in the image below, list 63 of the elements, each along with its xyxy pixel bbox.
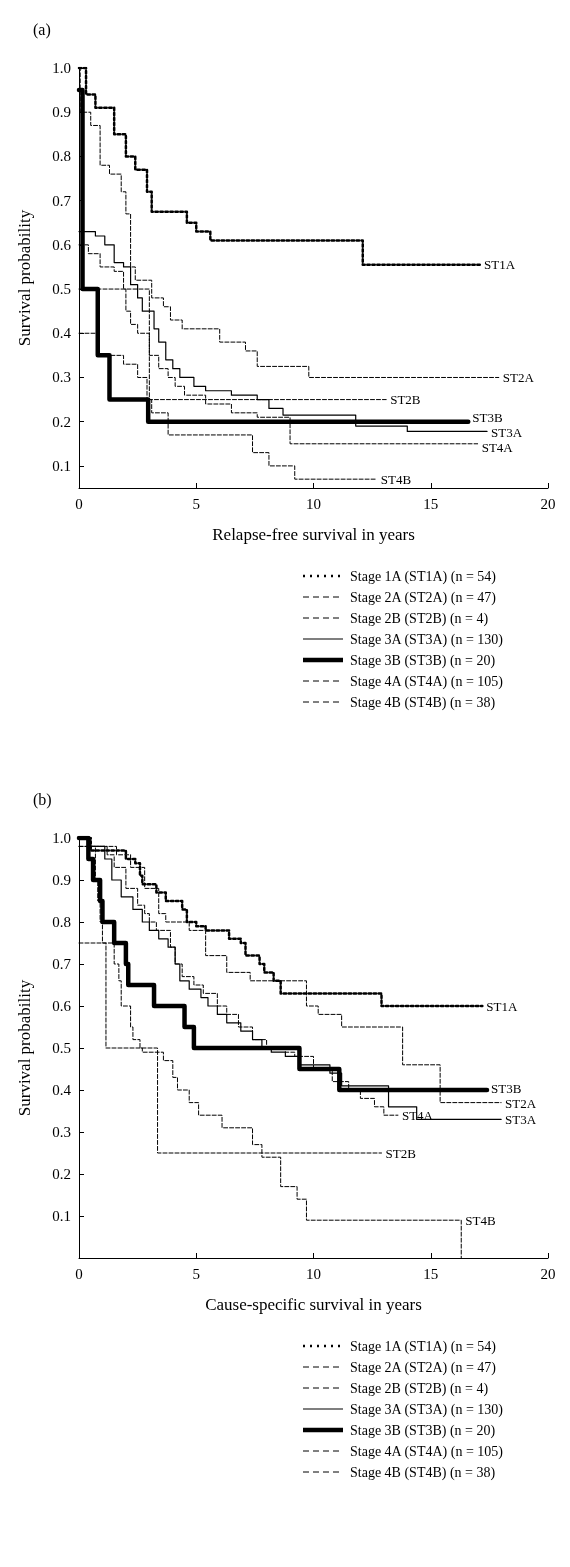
x-tick-label: 0 [75, 495, 83, 512]
y-tick-label: 0.2 [52, 413, 71, 430]
annotation: ST2A [502, 369, 535, 385]
x-axis-title: Cause-specific survival in years [205, 1295, 422, 1314]
y-tick-label: 0.7 [52, 956, 72, 972]
legend-label: Stage 4B (ST4B) (n = 38) [350, 1464, 496, 1481]
y-tick-label: 0.5 [52, 1040, 71, 1056]
annotation: ST4A [481, 439, 514, 455]
x-axis-title: Relapse-free survival in years [212, 525, 415, 544]
legend-label: Stage 2B (ST2B) (n = 4) [350, 610, 489, 627]
x-tick-label: 0 [75, 1265, 83, 1282]
y-tick-label: 0.4 [52, 1082, 72, 1098]
y-tick-label: 0.3 [52, 369, 71, 386]
legend-label: Stage 2B (ST2B) (n = 4) [350, 1380, 489, 1397]
legend-label: Stage 4A (ST4A) (n = 105) [350, 673, 504, 690]
legend-label: Stage 3A (ST3A) (n = 130) [350, 1401, 504, 1418]
annotation: ST4B [465, 1212, 496, 1228]
x-tick-label: 10 [306, 1265, 321, 1282]
legend-label: Stage 3B (ST3B) (n = 20) [350, 1422, 496, 1439]
y-tick-label: 0.2 [52, 1166, 71, 1182]
annotation: ST2B [385, 1145, 417, 1161]
legend-label: Stage 1A (ST1A) (n = 54) [350, 568, 497, 585]
annotation: ST4B [380, 471, 412, 487]
annotation: ST2A [505, 1096, 537, 1112]
legend-label: Stage 1A (ST1A) (n = 54) [350, 1338, 497, 1355]
y-tick-label: 0.1 [52, 457, 71, 474]
chart-title: (b) [33, 790, 52, 809]
annotation: ST3B [491, 1081, 522, 1097]
x-tick-label: 10 [306, 495, 321, 512]
annotation: ST1A [486, 998, 519, 1014]
legend-label: Stage 4B (ST4B) (n = 38) [350, 694, 496, 711]
y-tick-label: 0.6 [52, 236, 72, 253]
x-tick-label: 20 [540, 495, 556, 512]
chart-title: (a) [33, 20, 51, 39]
legend-label: Stage 2A (ST2A) (n = 47) [350, 589, 497, 606]
y-tick-label: 1.0 [52, 60, 71, 76]
legend-label: Stage 2A (ST2A) (n = 47) [350, 1359, 497, 1376]
y-tick-label: 0.5 [52, 281, 71, 298]
annotation: ST3A [505, 1111, 537, 1127]
x-tick-label: 5 [192, 495, 200, 512]
legend-label: Stage 4A (ST4A) (n = 105) [350, 1443, 504, 1460]
annotation: ST3A [491, 424, 523, 440]
y-tick-label: 0.3 [52, 1124, 71, 1140]
annotation: ST2B [390, 392, 421, 408]
y-tick-label: 0.4 [52, 325, 72, 342]
y-tick-label: 0.9 [52, 872, 71, 888]
y-tick-label: 0.7 [52, 192, 72, 209]
x-tick-label: 5 [192, 1265, 200, 1282]
annotation: ST3B [472, 409, 503, 425]
y-axis-title: Survival probability [15, 209, 34, 347]
y-tick-label: 1.0 [52, 830, 71, 846]
y-tick-label: 0.9 [52, 104, 71, 121]
legend-label: Stage 3B (ST3B) (n = 20) [350, 652, 496, 669]
legend-label: Stage 3A (ST3A) (n = 130) [350, 631, 504, 648]
y-tick-label: 0.8 [52, 148, 71, 165]
y-tick-label: 0.1 [52, 1208, 71, 1224]
y-tick-label: 0.6 [52, 998, 72, 1014]
annotation: ST1A [483, 257, 516, 273]
y-tick-label: 0.8 [52, 914, 71, 930]
x-tick-label: 15 [423, 495, 439, 512]
x-tick-label: 15 [423, 1265, 439, 1282]
y-axis-title: Survival probability [15, 979, 34, 1117]
x-tick-label: 20 [540, 1265, 556, 1282]
